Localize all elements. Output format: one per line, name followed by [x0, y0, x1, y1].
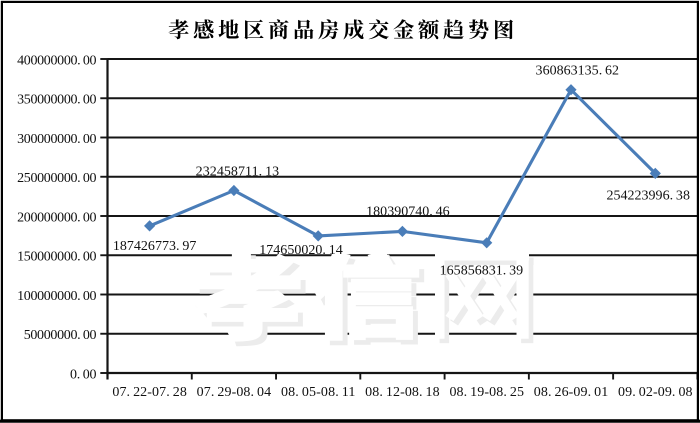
svg-text:360863135. 62: 360863135. 62 [536, 64, 620, 79]
svg-text:300000000. 00: 300000000. 00 [17, 132, 96, 147]
svg-text:400000000. 00: 400000000. 00 [17, 53, 96, 68]
svg-text:350000000. 00: 350000000. 00 [17, 93, 96, 108]
svg-text:180390740. 46: 180390740. 46 [366, 205, 450, 220]
svg-text:08. 19-08. 25: 08. 19-08. 25 [449, 385, 524, 400]
svg-text:100000000. 00: 100000000. 00 [17, 289, 96, 304]
svg-text:07. 29-08. 04: 07. 29-08. 04 [197, 385, 272, 400]
svg-text:150000000. 00: 150000000. 00 [17, 250, 96, 265]
svg-text:08. 26-09. 01: 08. 26-09. 01 [534, 385, 609, 400]
svg-text:165856831. 39: 165856831. 39 [440, 264, 524, 279]
svg-text:0. 00: 0. 00 [70, 367, 97, 382]
svg-text:254223996. 38: 254223996. 38 [606, 188, 690, 203]
svg-text:07. 22-07. 28: 07. 22-07. 28 [112, 385, 187, 400]
svg-text:174650020. 14: 174650020. 14 [259, 243, 343, 258]
svg-text:09. 02-09. 08: 09. 02-09. 08 [618, 385, 693, 400]
svg-text:08. 05-08. 11: 08. 05-08. 11 [281, 385, 356, 400]
svg-text:232458711. 13: 232458711. 13 [196, 165, 280, 180]
svg-text:08. 12-08. 18: 08. 12-08. 18 [365, 385, 440, 400]
svg-text:187426773. 97: 187426773. 97 [113, 239, 197, 254]
svg-text:200000000. 00: 200000000. 00 [17, 210, 96, 225]
svg-text:50000000. 00: 50000000. 00 [24, 328, 97, 343]
svg-text:250000000. 00: 250000000. 00 [17, 171, 96, 186]
